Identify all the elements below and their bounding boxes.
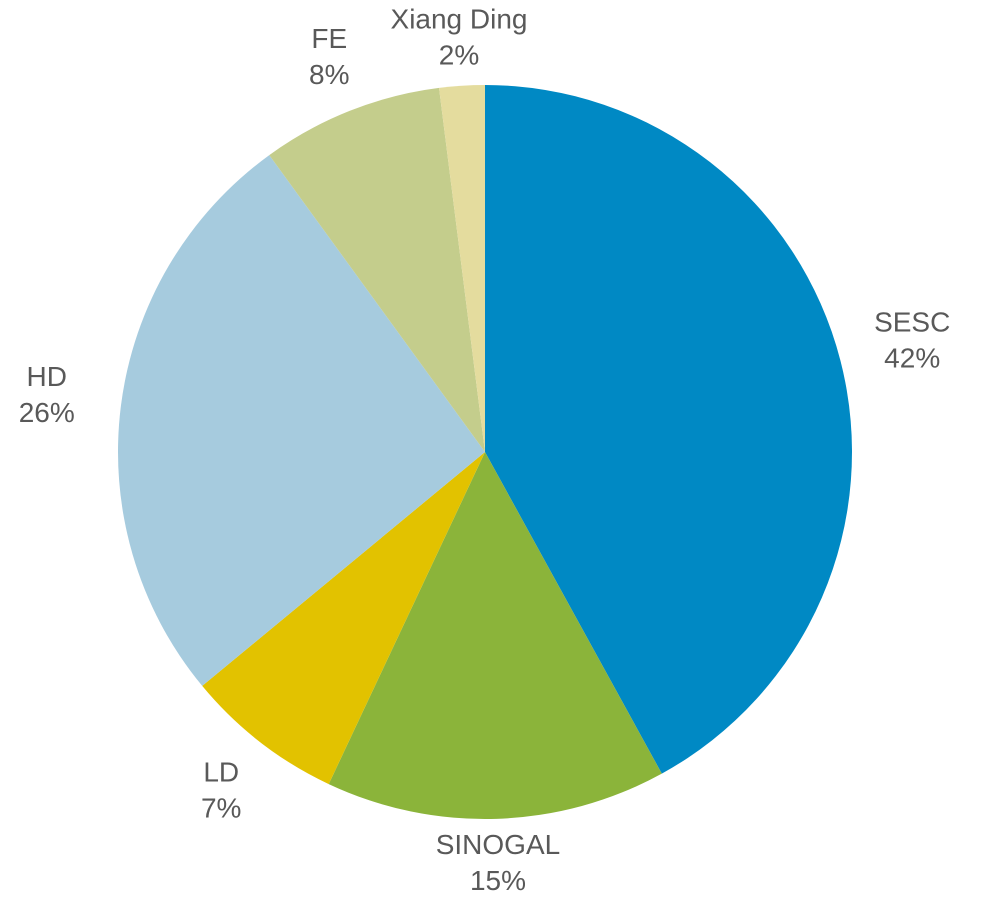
slice-value-label: 26% [19,397,75,428]
pie-slice [328,452,662,819]
slice-label: SESC [874,307,950,338]
slice-value-label: 15% [470,865,526,896]
pie-slice [485,85,852,774]
slice-value-label: 42% [884,343,940,374]
slice-label: LD [203,756,239,787]
slice-label: Xiang Ding [391,3,528,34]
pie-slice [439,85,485,452]
slice-label: FE [311,23,347,54]
slice-value-label: 2% [439,39,479,70]
slice-value-label: 8% [309,59,349,90]
slice-label: HD [26,361,66,392]
slice-value-label: 7% [201,792,241,823]
slice-label: SINOGAL [436,829,560,860]
pie-slice [269,87,485,452]
pie-slice [117,155,485,686]
pie-slice [202,452,486,785]
